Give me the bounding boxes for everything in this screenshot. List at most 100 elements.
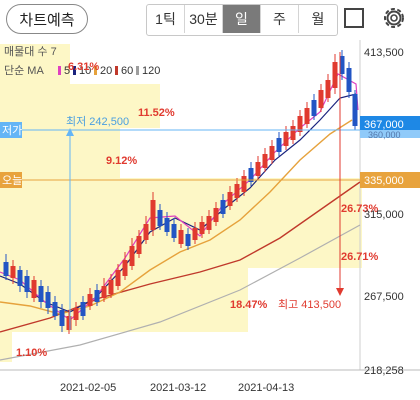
ma-120-line [0,224,361,361]
gear-icon[interactable] [380,4,408,32]
candle-body [108,280,114,294]
candle-body [38,286,44,302]
fullscreen-icon[interactable] [344,8,364,28]
current-price-box [360,116,420,132]
date-axis: 2021-02-05 2021-03-12 2021-04-13 [60,382,294,394]
profile-pct: 26.73% [341,203,379,215]
ma-10-label: 10 [79,65,91,77]
candle-body [255,162,261,176]
timeframe-day-button[interactable]: 일 [223,5,261,33]
timeframe-30min-button[interactable]: 30분 [185,5,223,33]
timeframe-selector: 1틱 30분 일 주 월 [146,4,338,36]
today-price-box [360,172,420,188]
max-marker-arrow [336,288,344,296]
profile-pct: 26.71% [341,251,379,263]
candle-body [192,228,198,240]
stock-chart[interactable]: 매물대 수 7 단순 MA 5 10 20 60 120 6.31% 11.52… [0,40,420,400]
date-tick: 2021-02-05 [60,382,116,394]
candlesticks [3,50,358,334]
candle-body [346,68,352,92]
ma-60-swatch [115,66,118,75]
chart-toolbar: 차트예측 1틱 30분 일 주 월 [0,0,420,40]
candle-body [73,308,79,320]
candle-body [213,208,219,222]
candle-body [24,276,30,292]
candle-body [31,280,37,298]
date-tick: 2021-03-12 [150,382,206,394]
today-label: 오늘 [2,174,22,187]
price-tick: 267,500 [364,291,404,303]
price-tick: 413,500 [364,47,404,59]
candle-body [157,210,163,226]
candle-body [325,80,331,98]
price-tick: 218,258 [364,365,404,377]
candle-body [206,216,212,230]
candle-body [59,310,65,326]
price-tick: 315,000 [364,209,404,221]
ma-5-swatch [58,66,61,75]
candle-body [122,260,128,276]
candle-body [94,290,100,302]
profile-pct: 6.31% [68,61,99,73]
ma-5-label: 5 [64,65,70,77]
timeframe-week-button[interactable]: 주 [261,5,299,33]
today-label-box [0,172,22,188]
profile-band [0,178,362,222]
low-label: 저가 [2,124,22,137]
candle-body [199,222,205,234]
candle-body [220,200,226,214]
candle-body [304,108,310,124]
profile-pct: 18.47% [230,299,268,311]
low-label-box [0,122,22,138]
volume-profile-legend: 매물대 수 7 [4,45,57,58]
ma-20-label: 20 [100,65,112,77]
profile-band [0,44,70,84]
candle-body [185,234,191,246]
ma-120-label: 120 [142,65,160,77]
candle-body [311,100,317,116]
timeframe-tick-button[interactable]: 1틱 [147,5,185,33]
timeframe-month-button[interactable]: 월 [311,11,325,27]
candle-body [80,302,86,316]
today-price-label: 335,000 [364,175,404,187]
candle-body [150,200,156,230]
legend: 매물대 수 7 단순 MA 5 10 20 60 120 [4,45,160,77]
candle-body [45,292,51,308]
max-annotation: 최고 413,500 [278,298,341,311]
candle-body [171,224,177,238]
candle-body [297,116,303,132]
price-axis: 413,500 367,000 360,000 335,000 315,000 … [360,47,420,377]
candle-body [52,302,58,316]
candle-body [248,168,254,182]
ma-120-swatch [136,66,139,75]
candle-body [164,218,170,232]
profile-band [0,268,248,332]
candle-body [283,132,289,146]
candle-body [227,192,233,206]
volume-profile-bands [0,44,362,362]
candle-body [10,266,16,278]
candle-body [17,270,23,286]
candle-body [129,246,135,266]
chart-predict-button[interactable]: 차트예측 [6,4,88,34]
hidden-price-box [360,130,420,138]
candle-body [269,146,275,160]
candle-body [339,56,345,74]
hidden-price-label: 360,000 [368,130,401,140]
candle-body [234,184,240,198]
ma-legend-title: 단순 MA [4,64,44,77]
ma-10-swatch [73,66,76,75]
candle-body [352,94,358,126]
ma-60-label: 60 [121,65,133,77]
candle-body [136,236,142,254]
date-tick: 2021-04-13 [238,382,294,394]
candle-body [290,126,296,140]
candle-body [276,138,282,152]
ma-60-line [0,181,361,333]
min-annotation: 최저 242,500 [66,115,129,128]
profile-band [0,332,12,362]
ma-20-swatch [94,66,97,75]
candle-body [178,230,184,244]
candle-body [318,90,324,108]
